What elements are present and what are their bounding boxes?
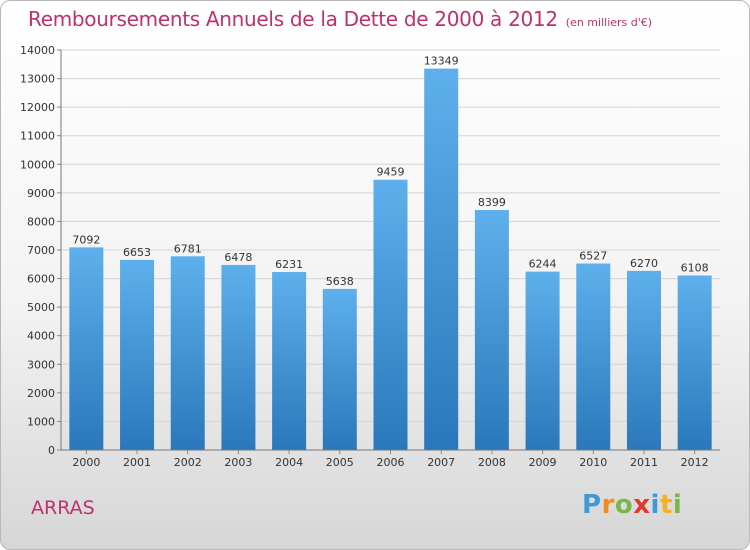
x-tick-label: 2003: [224, 456, 252, 469]
bar-value-label: 6527: [579, 250, 607, 263]
y-tick-label: 1000: [27, 415, 55, 428]
y-tick-label: 0: [48, 444, 55, 457]
bar: [677, 275, 712, 450]
proxiti-logo: Proxiti: [582, 490, 683, 520]
x-tick-label: 2006: [377, 456, 405, 469]
x-tick-label: 2010: [579, 456, 607, 469]
bars: 7092 6653 6781 6478 6231 5638 9459 13349 8399 624…: [69, 55, 712, 450]
x-tick-label: 2007: [427, 456, 455, 469]
bar: [120, 259, 155, 450]
bar-value-label: 6244: [529, 258, 557, 271]
bar: [474, 210, 509, 450]
x-tick-label: 2000: [72, 456, 100, 469]
y-tick-label: 11000: [20, 130, 55, 143]
x-tick-label: 2005: [326, 456, 354, 469]
city-name: ARRAS: [31, 497, 95, 519]
y-tick-label: 12000: [20, 101, 55, 114]
x-tick-label: 2012: [681, 456, 709, 469]
bar: [322, 288, 357, 450]
bar-value-label: 6781: [174, 242, 202, 255]
bar-value-label: 7092: [72, 233, 100, 246]
chart-title-text: Remboursements Annuels de la Dette de 20…: [28, 7, 558, 31]
y-tick-label: 6000: [27, 273, 55, 286]
bar: [221, 264, 256, 450]
x-tick-label: 2008: [478, 456, 506, 469]
x-tick-label: 2004: [275, 456, 303, 469]
y-tick-label: 8000: [27, 215, 55, 228]
bar: [626, 270, 661, 450]
bar: [424, 68, 459, 450]
chart-title: Remboursements Annuels de la Dette de 20…: [28, 7, 652, 31]
y-tick-label: 3000: [27, 358, 55, 371]
bar: [272, 271, 307, 450]
y-tick-label: 7000: [27, 244, 55, 257]
bar-value-label: 5638: [326, 275, 354, 288]
bar-value-label: 6231: [275, 258, 303, 271]
x-tick-label: 2001: [123, 456, 151, 469]
y-tick-label: 2000: [27, 387, 55, 400]
x-tick-label: 2002: [174, 456, 202, 469]
bar-value-label: 9459: [377, 166, 405, 179]
bar-value-label: 6478: [224, 251, 252, 264]
chart-unit-text: (en milliers d'€): [565, 16, 653, 29]
bar: [69, 247, 104, 450]
y-tick-label: 5000: [27, 301, 55, 314]
bar: [373, 179, 408, 450]
bar: [170, 256, 205, 450]
bar-value-label: 8399: [478, 196, 506, 209]
y-tick-label: 14000: [20, 44, 55, 57]
bar: [525, 271, 560, 450]
x-tick-label: 2009: [529, 456, 557, 469]
y-tick-label: 9000: [27, 187, 55, 200]
bar-value-label: 13349: [424, 55, 459, 68]
y-tick-label: 13000: [20, 73, 55, 86]
axes: 0 1000 2000 3000 4000 5000 6000 7000 8000 9000 100…: [20, 44, 720, 469]
y-tick-label: 10000: [20, 158, 55, 171]
y-tick-label: 4000: [27, 330, 55, 343]
bar-value-label: 6108: [681, 261, 709, 274]
x-tick-label: 2011: [630, 456, 658, 469]
bar-value-label: 6270: [630, 257, 658, 270]
bar-value-label: 6653: [123, 246, 151, 259]
bar: [576, 263, 611, 450]
